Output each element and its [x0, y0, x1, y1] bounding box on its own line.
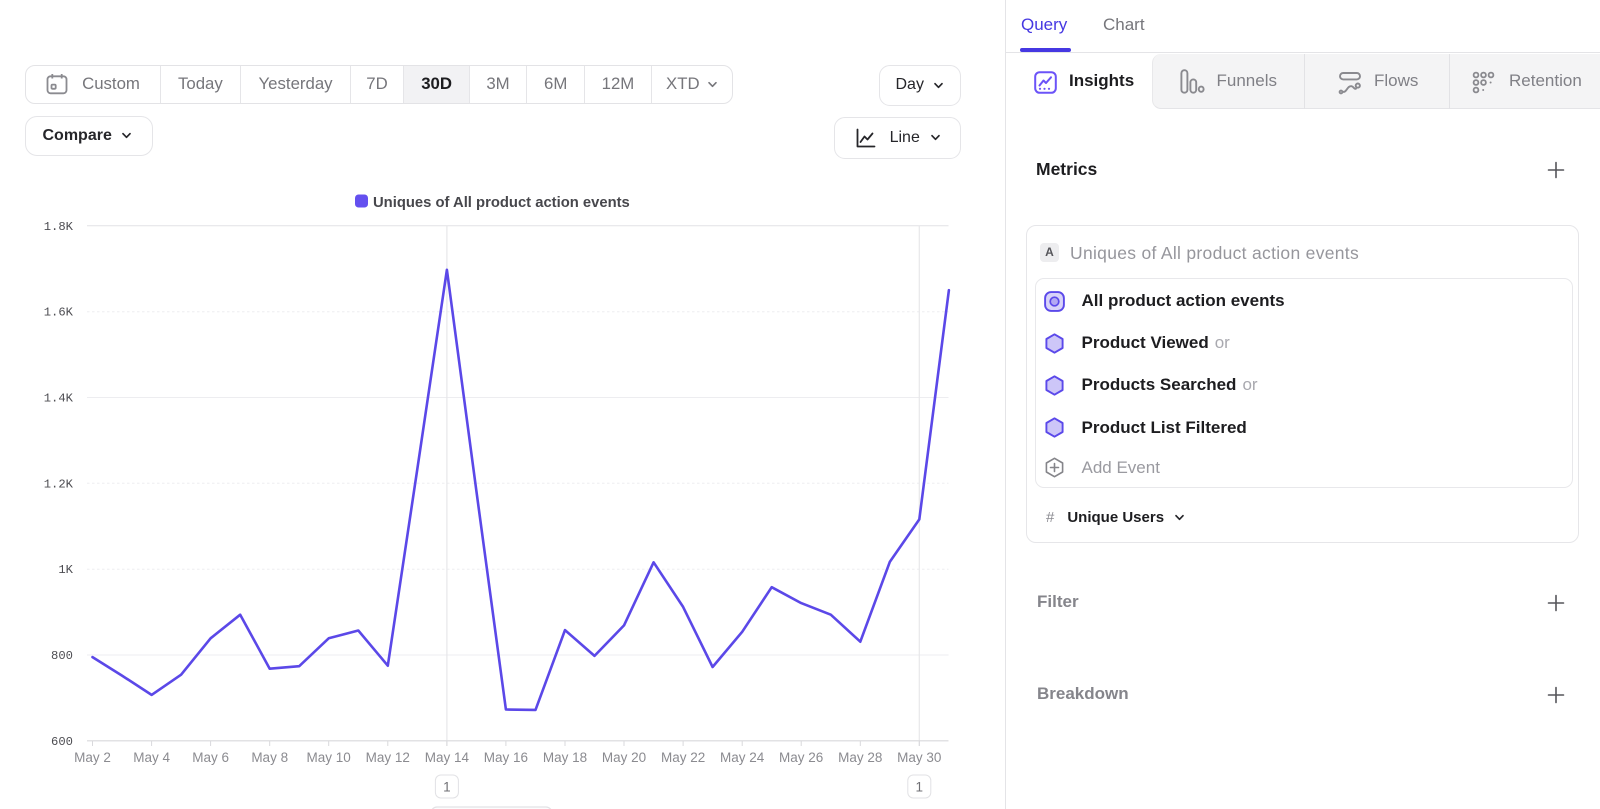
svg-text:May 16: May 16: [484, 750, 528, 765]
svg-text:600: 600: [51, 735, 73, 749]
svg-text:May 22: May 22: [661, 750, 705, 765]
svg-text:800: 800: [51, 649, 73, 663]
svg-text:1.4K: 1.4K: [44, 392, 74, 406]
svg-text:May 2: May 2: [74, 750, 111, 765]
svg-text:May 12: May 12: [366, 750, 410, 765]
svg-text:Uniques of All product action: Uniques of All product action events: [373, 195, 630, 211]
svg-text:May 14: May 14: [425, 750, 470, 765]
svg-text:May 10: May 10: [307, 750, 351, 765]
svg-text:May 18: May 18: [543, 750, 587, 765]
svg-text:1.6K: 1.6K: [44, 306, 74, 320]
svg-text:1: 1: [443, 780, 451, 795]
svg-text:May 30: May 30: [897, 750, 941, 765]
svg-text:1.8K: 1.8K: [44, 220, 74, 234]
svg-text:1.2K: 1.2K: [44, 477, 74, 491]
svg-text:May 28: May 28: [838, 750, 882, 765]
svg-text:May 8: May 8: [251, 750, 288, 765]
svg-text:May 6: May 6: [192, 750, 229, 765]
svg-text:May 4: May 4: [133, 750, 170, 765]
svg-text:May 20: May 20: [602, 750, 646, 765]
svg-text:1K: 1K: [58, 563, 73, 577]
svg-text:May 24: May 24: [720, 750, 765, 765]
svg-text:1: 1: [916, 780, 924, 795]
svg-text:May 26: May 26: [779, 750, 823, 765]
